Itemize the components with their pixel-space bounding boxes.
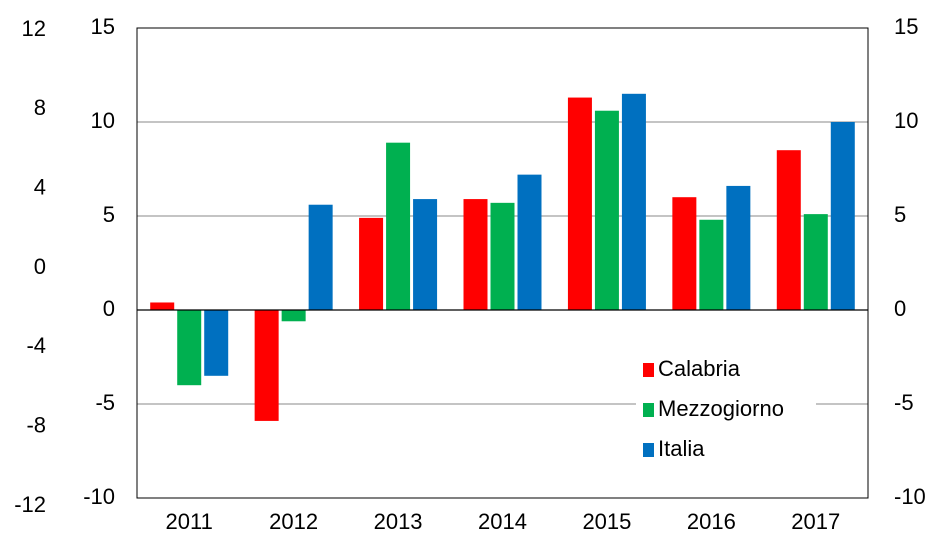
plot-frame bbox=[136, 27, 869, 499]
bar bbox=[254, 310, 279, 421]
y3-tick-label: -8 bbox=[26, 412, 46, 437]
bar bbox=[803, 214, 828, 310]
y-tick-label: 10 bbox=[91, 108, 115, 133]
bar bbox=[567, 97, 592, 310]
y3-tick-label: -12 bbox=[14, 492, 46, 517]
x-tick-label: 2013 bbox=[374, 509, 423, 534]
bar bbox=[621, 93, 646, 310]
legend-swatch bbox=[643, 403, 654, 417]
bar bbox=[490, 202, 515, 310]
bar bbox=[594, 110, 619, 310]
y2-tick-label: 5 bbox=[894, 202, 906, 227]
bar bbox=[177, 310, 202, 386]
x-tick-label: 2014 bbox=[478, 509, 527, 534]
y-tick-label: -10 bbox=[83, 484, 115, 509]
bar bbox=[726, 185, 751, 310]
bar bbox=[830, 122, 855, 310]
x-tick-label: 2017 bbox=[791, 509, 840, 534]
y3-tick-label: 8 bbox=[34, 95, 46, 120]
bar bbox=[699, 219, 724, 310]
y3-tick-label: 4 bbox=[34, 174, 46, 199]
y3-tick-label: 0 bbox=[34, 254, 46, 279]
bar bbox=[517, 174, 542, 310]
bar bbox=[776, 150, 801, 310]
x-tick-label: 2012 bbox=[269, 509, 318, 534]
legend-swatch bbox=[643, 443, 654, 457]
bar bbox=[204, 310, 229, 376]
bar bbox=[359, 217, 384, 310]
x-tick-label: 2015 bbox=[582, 509, 631, 534]
x-tick-label: 2016 bbox=[687, 509, 736, 534]
y2-tick-label: -5 bbox=[894, 390, 914, 415]
legend-background bbox=[636, 352, 816, 468]
y2-tick-label: -10 bbox=[894, 484, 926, 509]
y-tick-label: -5 bbox=[95, 390, 115, 415]
x-tick-label: 2011 bbox=[166, 509, 213, 534]
bar bbox=[463, 199, 488, 310]
y3-tick-label: -4 bbox=[26, 333, 46, 358]
y2-tick-label: 15 bbox=[894, 14, 918, 39]
bar bbox=[672, 197, 697, 310]
y2-tick-label: 0 bbox=[894, 296, 906, 321]
legend-label: Calabria bbox=[658, 356, 741, 381]
legend: Calabria Mezzogiorno Italia bbox=[636, 352, 816, 468]
legend-label: Italia bbox=[658, 436, 705, 461]
y-tick-label: 0 bbox=[103, 296, 115, 321]
bar bbox=[386, 142, 411, 310]
y-tick-label: 5 bbox=[103, 202, 115, 227]
bar bbox=[281, 310, 306, 322]
bar bbox=[413, 199, 438, 310]
bar bbox=[308, 204, 333, 310]
bar bbox=[150, 302, 175, 310]
y-tick-label: 15 bbox=[91, 14, 115, 39]
legend-label: Mezzogiorno bbox=[658, 396, 784, 421]
legend-swatch bbox=[643, 363, 654, 377]
y3-tick-label: 12 bbox=[22, 16, 46, 41]
y2-tick-label: 10 bbox=[894, 108, 918, 133]
